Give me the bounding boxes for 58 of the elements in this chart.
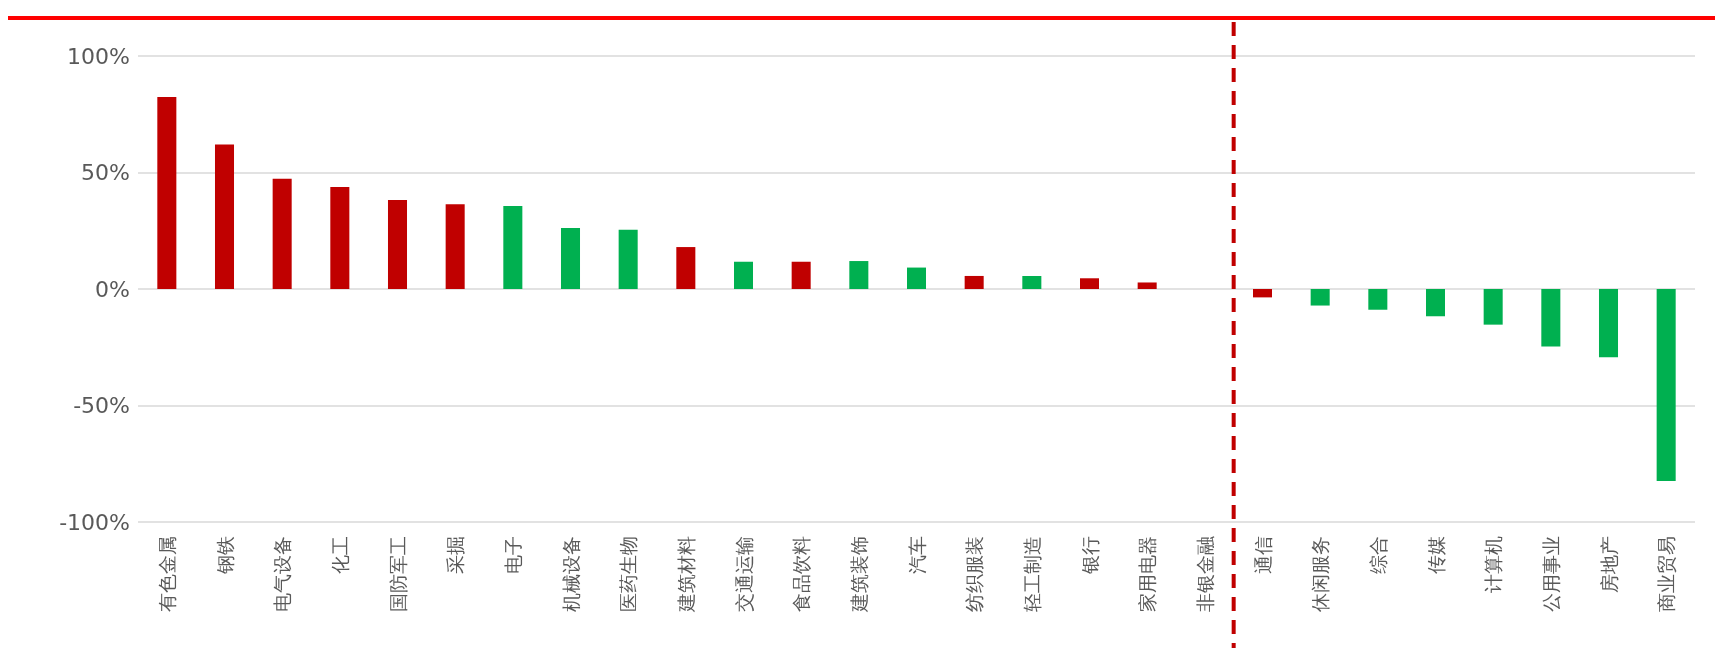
x-tick-label: 纺织服装 [963,536,986,612]
x-tick-label: 机械设备 [559,536,582,612]
bar [676,247,696,289]
x-tick-label: 国防军工 [386,536,409,612]
bar [964,275,984,289]
bar [1252,289,1273,298]
bar [1368,289,1388,310]
x-tick-label: 轻工制造 [1020,536,1043,612]
y-tick-label: -50% [73,393,130,418]
x-tick-label: 房地产 [1597,536,1620,593]
x-tick-label: 商业贸易 [1655,536,1678,612]
bar [733,261,754,289]
bar [1656,289,1676,481]
x-tick-label: 建筑材料 [674,536,697,613]
y-tick-label: -100% [59,509,130,535]
bar [1079,278,1100,289]
bar [272,178,292,289]
x-tick-label: 化工 [328,536,351,574]
x-tick-label: 休闲服务 [1309,536,1332,612]
bar [618,229,638,289]
bar [1425,289,1446,317]
bar [157,97,177,289]
bar [330,186,350,289]
bar [791,261,811,289]
x-tick-label: 传媒 [1424,536,1447,574]
bar [1483,289,1503,325]
bar [1541,289,1561,347]
bar [445,204,465,289]
x-tick-label: 银行 [1078,536,1101,575]
bar [906,267,927,289]
bar [1022,275,1042,289]
bar [387,199,408,289]
bar [1310,289,1330,306]
x-tick-label: 家用电器 [1136,536,1159,612]
x-tick-label: 食品饮料 [790,536,813,612]
y-tick-label: 50% [81,160,130,185]
y-tick-label: 0% [95,276,130,302]
bar [1137,282,1157,289]
x-tick-label: 交通运输 [732,536,755,612]
bar [214,144,235,289]
x-tick-label: 计算机 [1482,536,1505,593]
bar [849,261,869,289]
x-tick-label: 非银金融 [1193,536,1216,612]
x-tick-label: 采掘 [444,536,467,574]
bar [1598,289,1619,358]
x-tick-label: 电子 [501,536,524,574]
x-tick-label: 医药生物 [617,536,640,612]
x-tick-label: 汽车 [905,536,928,574]
x-tick-label: 综合 [1366,536,1389,574]
x-tick-label: 建筑装饰 [847,536,870,613]
x-tick-label: 通信 [1251,536,1274,574]
bar [560,227,581,289]
bar [503,206,523,289]
y-tick-label: 100% [67,43,130,69]
x-tick-label: 公用事业 [1539,536,1562,612]
x-tick-label: 有色金属 [155,536,178,612]
x-tick-label: 电气设备 [271,536,294,612]
x-tick-label: 钢铁 [213,536,236,575]
